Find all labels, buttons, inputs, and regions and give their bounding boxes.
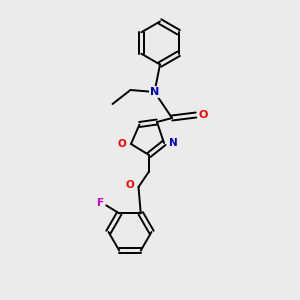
Text: N: N: [150, 87, 159, 97]
Text: F: F: [97, 198, 104, 208]
Text: O: O: [125, 180, 134, 190]
Text: O: O: [199, 110, 208, 120]
Text: O: O: [118, 139, 126, 149]
Text: N: N: [169, 138, 177, 148]
